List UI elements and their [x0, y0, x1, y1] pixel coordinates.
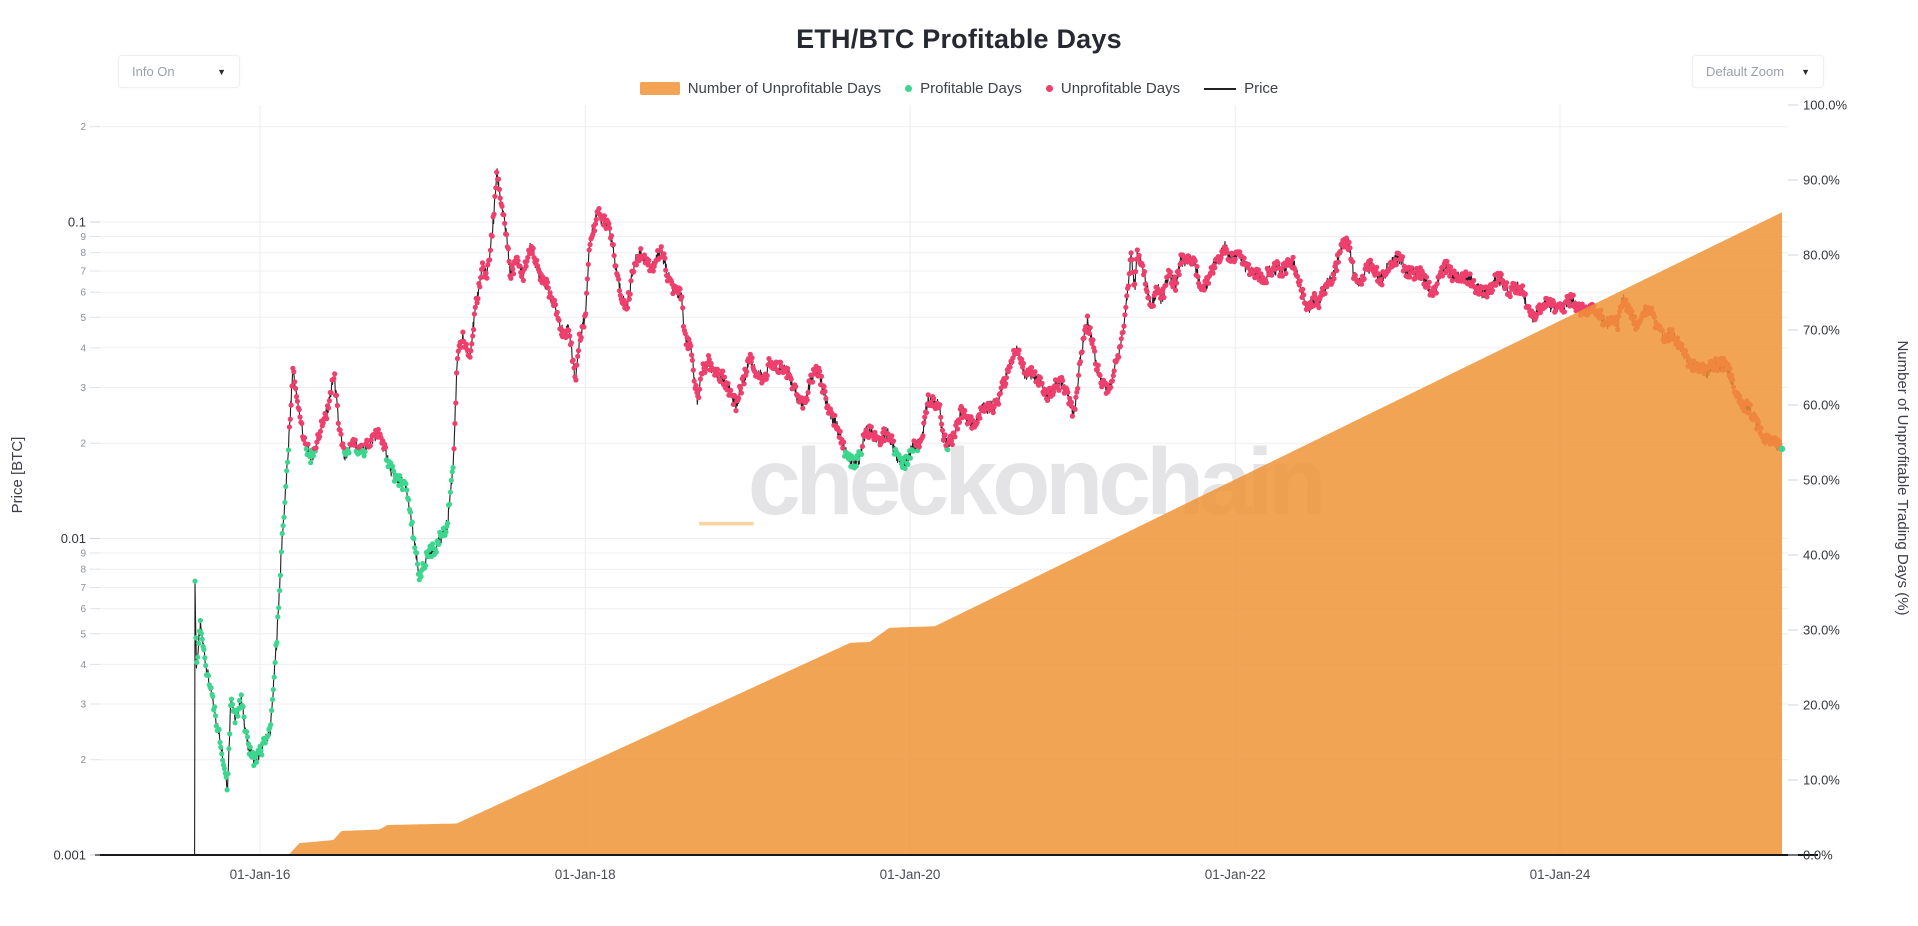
svg-text:7: 7 — [80, 583, 86, 594]
svg-text:4: 4 — [80, 660, 86, 671]
area-swatch-icon — [639, 82, 680, 95]
latest-price-marker — [1778, 445, 1786, 452]
svg-text:5: 5 — [80, 313, 86, 324]
profitable-days-markers — [192, 446, 1785, 793]
legend-label: Profitable Days — [920, 80, 1022, 97]
legend-label: Price — [1244, 80, 1279, 97]
svg-text:0.1: 0.1 — [68, 215, 86, 230]
svg-text:5: 5 — [80, 629, 86, 640]
svg-text:100.0%: 100.0% — [1803, 98, 1848, 113]
svg-text:60.0%: 60.0% — [1803, 398, 1840, 413]
zoom-preset-label: Default Zoom — [1706, 64, 1785, 79]
info-toggle-label: Info On — [132, 64, 175, 79]
dot-swatch-icon — [905, 85, 913, 92]
svg-text:8: 8 — [80, 248, 86, 259]
legend-item-unprofitable-days[interactable]: Unprofitable Days — [1045, 80, 1181, 97]
svg-text:9: 9 — [80, 232, 86, 243]
svg-text:10.0%: 10.0% — [1803, 773, 1840, 788]
zoom-preset-dropdown[interactable]: Default Zoom ▼ — [1692, 55, 1824, 88]
page-title: ETH/BTC Profitable Days — [796, 24, 1122, 54]
right-axis-title: Number of Unprofitable Trading Days (%) — [1894, 340, 1911, 615]
svg-text:01-Jan-24: 01-Jan-24 — [1530, 867, 1591, 882]
axis-layer: 0.10.010.001234567892345678920.0%10.0%20… — [9, 98, 1911, 883]
svg-text:40.0%: 40.0% — [1803, 548, 1840, 563]
legend-item-price[interactable]: Price — [1204, 80, 1278, 97]
svg-text:0.01: 0.01 — [61, 531, 86, 546]
svg-text:2: 2 — [80, 122, 86, 133]
legend-item-number-of-unprofitable-days[interactable]: Number of Unprofitable Days — [639, 80, 882, 97]
svg-text:30.0%: 30.0% — [1803, 623, 1840, 638]
svg-text:3: 3 — [80, 700, 86, 711]
svg-text:01-Jan-18: 01-Jan-18 — [555, 867, 616, 882]
svg-text:8: 8 — [80, 565, 86, 576]
info-toggle-dropdown[interactable]: Info On ▼ — [118, 55, 240, 88]
svg-text:01-Jan-20: 01-Jan-20 — [880, 867, 941, 882]
svg-text:80.0%: 80.0% — [1803, 248, 1840, 263]
line-swatch-icon — [1204, 87, 1237, 90]
chevron-down-icon: ▼ — [217, 66, 226, 77]
svg-text:70.0%: 70.0% — [1803, 323, 1840, 338]
svg-text:2: 2 — [80, 439, 86, 450]
price-series — [192, 168, 1785, 856]
svg-text:50.0%: 50.0% — [1803, 473, 1840, 488]
svg-text:9: 9 — [80, 549, 86, 560]
svg-text:20.0%: 20.0% — [1803, 698, 1840, 713]
svg-text:6: 6 — [80, 288, 86, 299]
unprofitable-days-area — [288, 212, 1782, 856]
legend-label: Number of Unprofitable Days — [687, 80, 882, 97]
legend-item-profitable-days[interactable]: Profitable Days — [905, 80, 1022, 97]
dot-swatch-icon — [1045, 85, 1053, 92]
left-axis-title: Price [BTC] — [9, 437, 26, 514]
svg-text:2: 2 — [80, 755, 86, 766]
svg-text:6: 6 — [80, 604, 86, 615]
svg-text:4: 4 — [80, 343, 86, 354]
svg-text:01-Jan-22: 01-Jan-22 — [1205, 867, 1266, 882]
svg-text:90.0%: 90.0% — [1803, 173, 1840, 188]
svg-text:0.0%: 0.0% — [1803, 848, 1833, 863]
svg-text:7: 7 — [80, 267, 86, 278]
svg-text:0.001: 0.001 — [53, 848, 86, 863]
chart-legend: Number of Unprofitable Days Profitable Da… — [0, 80, 1918, 97]
svg-text:3: 3 — [80, 383, 86, 394]
svg-text:01-Jan-16: 01-Jan-16 — [230, 867, 291, 882]
chevron-down-icon: ▼ — [1801, 66, 1810, 77]
legend-label: Unprofitable Days — [1060, 80, 1181, 97]
